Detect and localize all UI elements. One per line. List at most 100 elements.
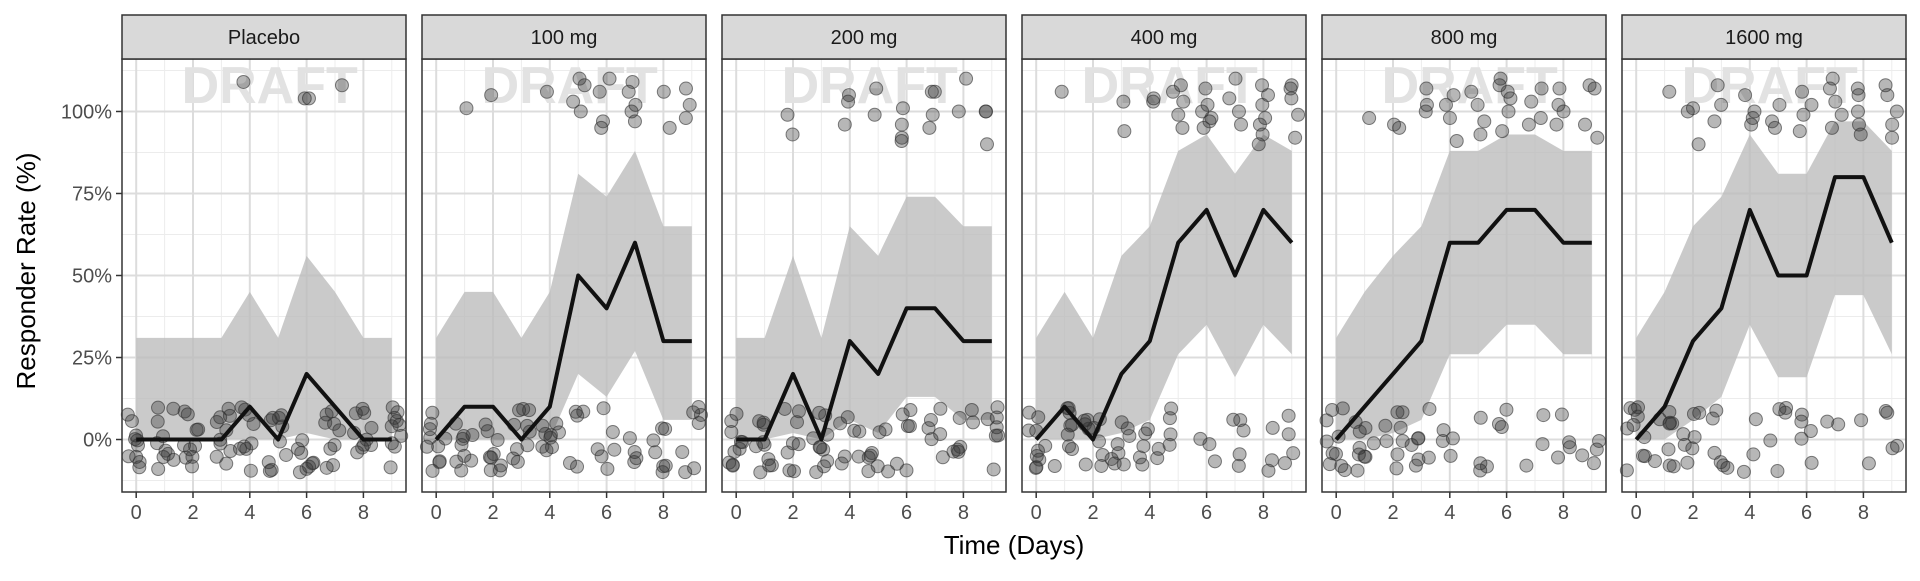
data-point [509, 442, 524, 457]
data-point [1763, 433, 1778, 448]
data-point [895, 101, 910, 116]
x-tick-label: 2 [1687, 502, 1698, 524]
data-point [921, 421, 936, 436]
data-point [294, 445, 309, 460]
data-point [895, 407, 910, 422]
data-point [1150, 451, 1165, 466]
data-point [979, 104, 994, 119]
data-point [748, 439, 763, 454]
data-point [847, 423, 862, 438]
data-point [1078, 457, 1093, 472]
data-point [392, 417, 407, 432]
data-point [1519, 458, 1534, 473]
x-tick-label: 4 [844, 502, 855, 524]
data-point [1533, 111, 1548, 126]
data-point [1820, 414, 1835, 429]
data-point [1464, 84, 1479, 99]
data-point [1770, 464, 1785, 479]
data-point [1022, 405, 1037, 420]
x-tick-label: 8 [1858, 502, 1869, 524]
data-point [1662, 404, 1677, 419]
data-point [222, 408, 237, 423]
data-point [837, 117, 852, 132]
data-point [244, 436, 259, 451]
facet-strip [1321, 14, 1607, 60]
data-point [834, 456, 849, 471]
data-point [279, 447, 294, 462]
data-point [785, 127, 800, 142]
data-point [1265, 420, 1280, 435]
data-point [724, 424, 739, 439]
data-point [753, 465, 768, 480]
data-point [1562, 435, 1577, 450]
facet-strip [1021, 14, 1307, 60]
data-point [299, 461, 314, 476]
data-point [841, 94, 856, 109]
data-point [1794, 431, 1809, 446]
data-point [678, 465, 693, 480]
data-point [959, 71, 974, 86]
data-point [1705, 411, 1720, 426]
facet-strip [1621, 14, 1907, 60]
data-point [1351, 447, 1366, 462]
data-point [1286, 446, 1301, 461]
data-point [1419, 81, 1434, 96]
data-point [789, 415, 804, 430]
data-point [1094, 458, 1109, 473]
data-point [1680, 104, 1695, 119]
data-point [219, 456, 234, 471]
data-point [1477, 114, 1492, 129]
data-point [1350, 463, 1365, 478]
data-point [1021, 423, 1036, 438]
data-point [922, 120, 937, 135]
data-point [1038, 438, 1053, 453]
x-tick-label: 0 [1031, 502, 1042, 524]
data-point [1117, 124, 1132, 139]
data-point [852, 424, 867, 439]
facet-label: 400 mg [1131, 27, 1198, 49]
data-point [1165, 84, 1180, 99]
data-point [1803, 424, 1818, 439]
data-point [979, 137, 994, 152]
series-line [136, 371, 392, 442]
data-point [1736, 464, 1751, 479]
data-point [1411, 452, 1426, 467]
x-tick-label: 6 [901, 502, 912, 524]
series-line [434, 240, 692, 442]
data-point [1676, 427, 1691, 442]
data-point [492, 463, 507, 478]
data-point [1233, 413, 1248, 428]
data-point [151, 462, 166, 477]
x-tick-label: 8 [658, 502, 669, 524]
facet-panel: DRAFT 800 mg 0 2 4 6 8 [1319, 14, 1607, 524]
x-tick-label: 6 [1501, 502, 1512, 524]
data-point [600, 461, 615, 476]
data-point [1378, 418, 1393, 433]
data-point [520, 438, 535, 453]
data-point [1626, 417, 1641, 432]
data-point [573, 104, 588, 119]
data-point [1552, 81, 1567, 96]
data-point [166, 401, 181, 416]
data-point [490, 433, 505, 448]
data-point [1028, 460, 1043, 475]
data-point [889, 456, 904, 471]
data-point [1404, 437, 1419, 452]
data-point [729, 406, 744, 421]
data-point [1534, 81, 1549, 96]
data-point [189, 422, 204, 437]
data-point [1234, 117, 1249, 132]
data-point [1501, 104, 1516, 119]
data-point [1738, 88, 1753, 103]
data-point [1473, 456, 1488, 471]
data-point [691, 400, 706, 415]
x-tick-label: 0 [731, 502, 742, 524]
data-point [1551, 450, 1566, 465]
data-point [1619, 463, 1634, 478]
data-point [1554, 407, 1569, 422]
x-tick-label: 8 [358, 502, 369, 524]
data-point [724, 414, 739, 429]
data-point [1885, 441, 1900, 456]
data-point [151, 400, 166, 415]
